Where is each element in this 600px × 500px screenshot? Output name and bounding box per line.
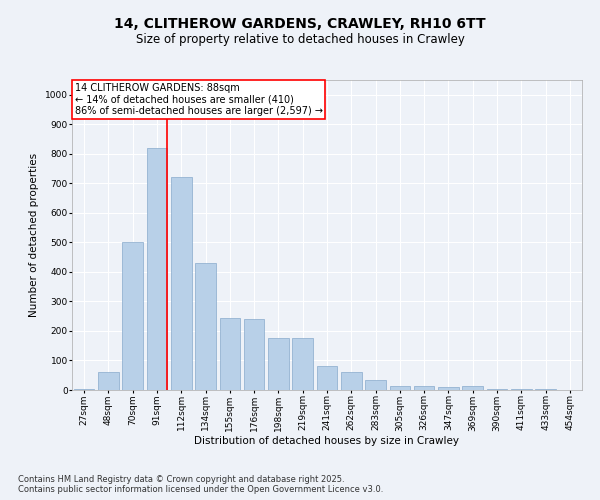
Bar — [146, 148, 167, 390]
X-axis label: Distribution of detached houses by size in Crawley: Distribution of detached houses by size … — [194, 436, 460, 446]
Text: Contains public sector information licensed under the Open Government Licence v3: Contains public sector information licen… — [18, 486, 383, 494]
Bar — [414, 386, 434, 390]
Bar — [171, 178, 191, 390]
Bar — [268, 338, 289, 390]
Bar — [365, 380, 386, 390]
Bar — [317, 366, 337, 390]
Text: Contains HM Land Registry data © Crown copyright and database right 2025.: Contains HM Land Registry data © Crown c… — [18, 476, 344, 484]
Bar — [98, 372, 119, 390]
Text: 14, CLITHEROW GARDENS, CRAWLEY, RH10 6TT: 14, CLITHEROW GARDENS, CRAWLEY, RH10 6TT — [114, 18, 486, 32]
Bar — [244, 319, 265, 390]
Text: Size of property relative to detached houses in Crawley: Size of property relative to detached ho… — [136, 32, 464, 46]
Bar — [122, 242, 143, 390]
Bar — [292, 338, 313, 390]
Bar — [195, 263, 216, 390]
Bar — [463, 386, 483, 390]
Y-axis label: Number of detached properties: Number of detached properties — [29, 153, 39, 317]
Bar — [341, 372, 362, 390]
Text: 14 CLITHEROW GARDENS: 88sqm
← 14% of detached houses are smaller (410)
86% of se: 14 CLITHEROW GARDENS: 88sqm ← 14% of det… — [74, 83, 323, 116]
Bar — [511, 389, 532, 390]
Bar — [535, 388, 556, 390]
Bar — [487, 388, 508, 390]
Bar — [438, 387, 459, 390]
Bar — [74, 388, 94, 390]
Bar — [389, 386, 410, 390]
Bar — [220, 318, 240, 390]
